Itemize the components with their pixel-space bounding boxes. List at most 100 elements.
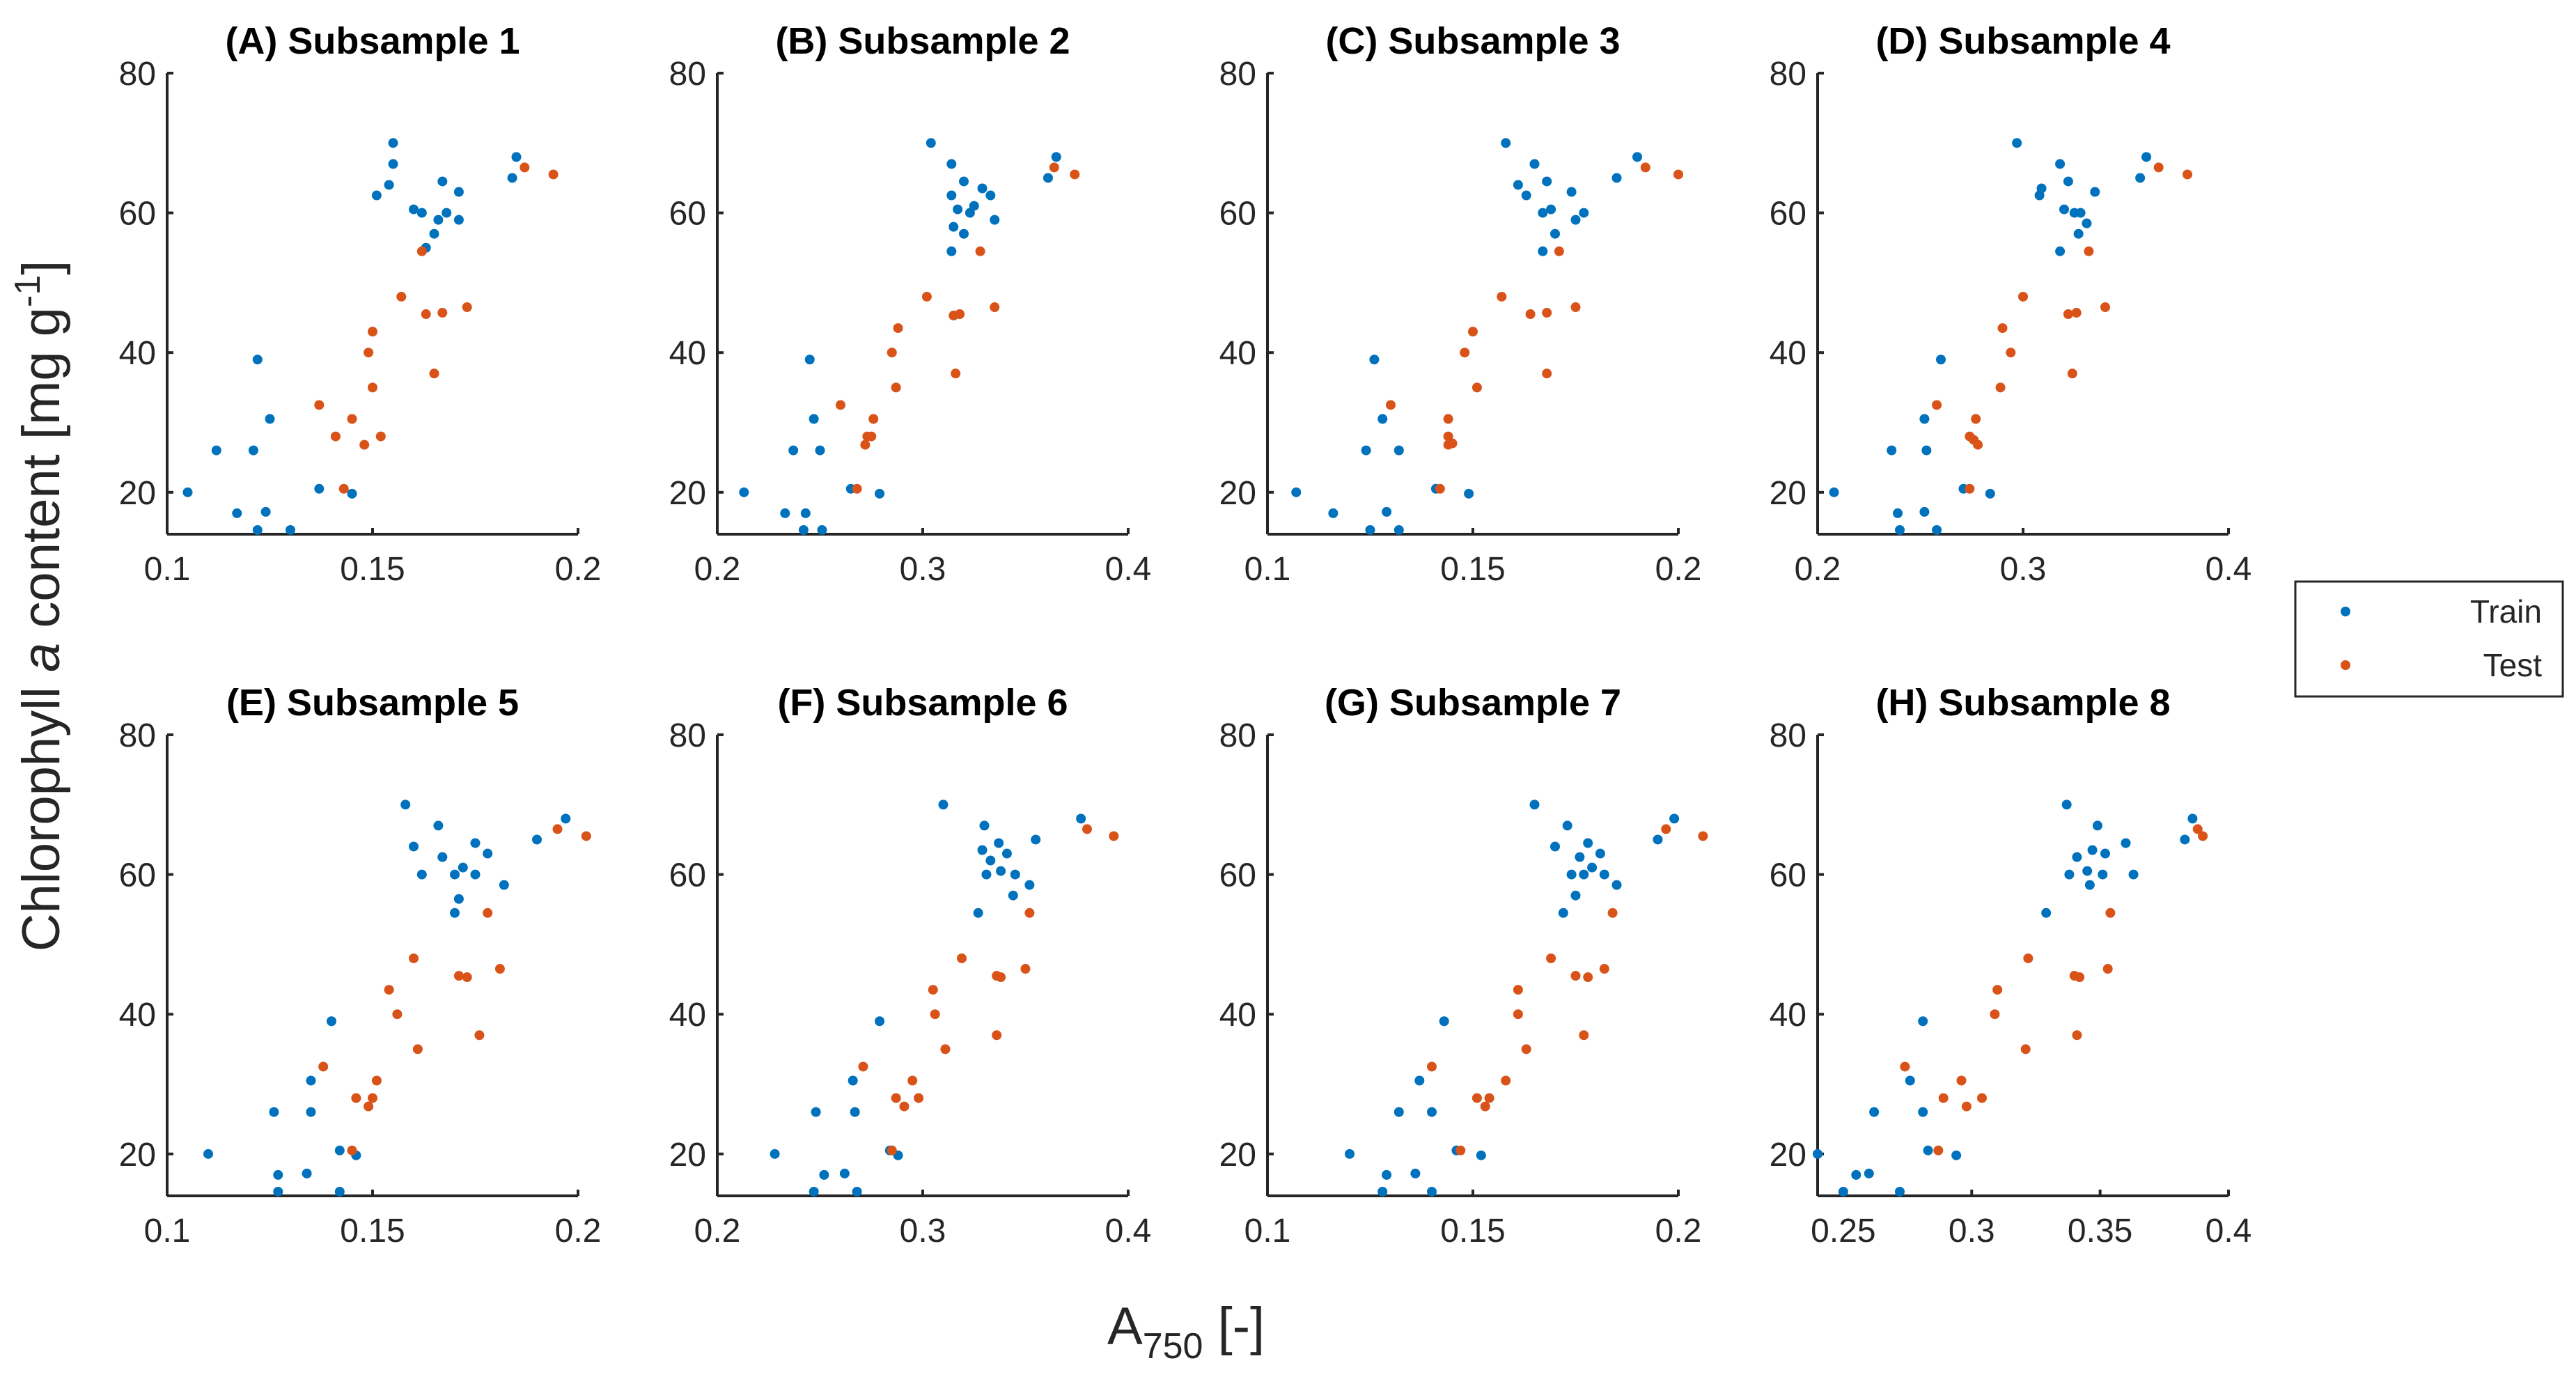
test-point bbox=[2020, 1044, 2031, 1054]
train-point bbox=[1377, 414, 1388, 424]
train-point bbox=[2055, 246, 2066, 256]
train-point bbox=[1919, 506, 1930, 517]
test-point bbox=[957, 953, 967, 963]
train-point bbox=[1427, 1107, 1437, 1117]
test-point bbox=[1990, 1009, 2000, 1020]
test-point bbox=[1468, 327, 1478, 337]
test-point bbox=[1977, 1093, 1987, 1103]
subplot-7: (G) Subsample 7 20 40 60 80 0.1 0.15 0.2 bbox=[1219, 682, 1708, 1249]
subplot-8: (H) Subsample 8 20 40 60 80 0.25 0.3 0.35 0.4 bbox=[1770, 682, 2252, 1249]
test-point bbox=[1673, 169, 1683, 180]
test-point bbox=[2198, 831, 2208, 841]
test-point bbox=[2063, 309, 2073, 320]
test-point bbox=[891, 382, 901, 393]
x-tick-label: 0.15 bbox=[1440, 1213, 1505, 1249]
train-point bbox=[977, 845, 988, 855]
train-point bbox=[1464, 488, 1474, 499]
test-point bbox=[836, 400, 845, 410]
train-point bbox=[1529, 800, 1540, 810]
train-point bbox=[1546, 204, 1556, 215]
subplot-title: (F) Subsample 6 bbox=[777, 682, 1068, 724]
legend-box bbox=[2294, 580, 2564, 698]
train-point bbox=[959, 176, 969, 187]
y-tick-label: 60 bbox=[669, 857, 706, 894]
test-point bbox=[860, 439, 871, 450]
x-tick-label: 0.1 bbox=[144, 1213, 191, 1249]
test-point bbox=[2071, 308, 2082, 318]
test-point bbox=[351, 1093, 361, 1103]
train-point bbox=[232, 508, 242, 518]
y-tick-label: 20 bbox=[669, 475, 706, 512]
y-tick-label: 80 bbox=[669, 56, 706, 93]
train-point bbox=[2135, 173, 2146, 183]
test-point bbox=[1661, 824, 1671, 834]
subplot-title: (B) Subsample 2 bbox=[775, 20, 1070, 62]
train-point bbox=[2064, 869, 2075, 880]
train-point bbox=[1377, 1186, 1388, 1197]
test-point bbox=[1542, 368, 1552, 379]
train-point bbox=[1076, 813, 1086, 824]
train-point bbox=[2073, 228, 2084, 239]
train-point bbox=[1932, 524, 1942, 535]
test-point bbox=[1070, 169, 1080, 180]
train-point bbox=[1611, 173, 1622, 183]
test-point bbox=[1583, 972, 1593, 983]
test-point bbox=[1497, 291, 1507, 302]
x-tick-label: 0.2 bbox=[555, 551, 602, 588]
train-point bbox=[1895, 524, 1905, 535]
y-tick-label: 60 bbox=[1219, 196, 1256, 233]
subplot-3: (C) Subsample 3 20 40 60 80 0.1 0.15 0.2 bbox=[1219, 20, 1702, 588]
series-train bbox=[203, 800, 571, 1197]
test-point bbox=[453, 971, 464, 981]
x-tick-label: 0.3 bbox=[1949, 1213, 1995, 1249]
test-point bbox=[2023, 953, 2034, 963]
test-point bbox=[866, 431, 877, 442]
y-tick-label: 60 bbox=[1770, 857, 1806, 894]
test-point bbox=[1386, 400, 1396, 410]
train-point bbox=[2041, 908, 2052, 918]
x-tick-label: 0.2 bbox=[694, 1213, 741, 1249]
test-point bbox=[1971, 414, 1981, 424]
train-point bbox=[946, 246, 957, 256]
series-test bbox=[836, 162, 1080, 494]
train-point bbox=[314, 483, 325, 494]
series-test bbox=[1932, 162, 2192, 494]
test-point bbox=[392, 1009, 403, 1020]
train-point bbox=[437, 176, 448, 187]
series-test bbox=[858, 824, 1119, 1155]
subplot-title: (A) Subsample 1 bbox=[225, 20, 520, 62]
y-tick-label: 60 bbox=[119, 857, 156, 894]
subplot-4: (D) Subsample 4 20 40 60 80 0.2 0.3 0.4 bbox=[1770, 20, 2252, 588]
train-point bbox=[306, 1107, 316, 1117]
test-point bbox=[893, 323, 903, 334]
test-point bbox=[581, 831, 591, 841]
legend-marker-test bbox=[2341, 660, 2350, 670]
train-point bbox=[875, 488, 885, 499]
y-tick-label: 80 bbox=[1219, 56, 1256, 93]
train-point bbox=[2034, 190, 2045, 201]
subplot-title: (C) Subsample 3 bbox=[1325, 20, 1620, 62]
y-tick-label: 80 bbox=[669, 717, 706, 754]
train-point bbox=[371, 190, 382, 201]
train-point bbox=[1394, 445, 1404, 455]
train-point bbox=[1887, 445, 1897, 455]
test-point bbox=[949, 311, 959, 321]
train-point bbox=[946, 190, 957, 201]
test-point bbox=[887, 348, 897, 358]
train-point bbox=[2055, 159, 2066, 169]
test-point bbox=[2072, 1030, 2082, 1041]
test-point bbox=[368, 327, 377, 337]
y-tick-label: 60 bbox=[119, 196, 156, 233]
test-point bbox=[1443, 439, 1453, 450]
x-tick-label: 0.15 bbox=[340, 551, 405, 588]
train-point bbox=[269, 1107, 279, 1117]
train-point bbox=[839, 1168, 850, 1178]
train-point bbox=[437, 852, 448, 862]
test-point bbox=[990, 302, 1000, 313]
series-test bbox=[1386, 162, 1683, 494]
test-point bbox=[1443, 414, 1453, 424]
train-point bbox=[770, 1148, 780, 1159]
train-point bbox=[203, 1148, 213, 1159]
train-point bbox=[1010, 869, 1020, 880]
train-point bbox=[1550, 228, 1560, 239]
